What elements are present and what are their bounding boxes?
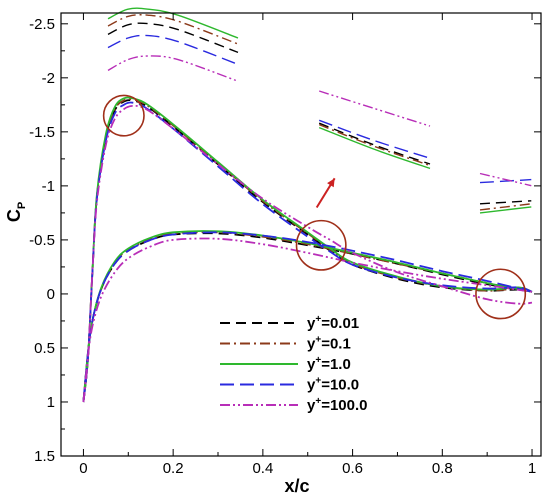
series-line-5-lower — [82, 237, 533, 403]
legend-label-5: y+=100.0 — [307, 396, 367, 414]
series-line-4-lower — [82, 231, 533, 403]
zoom-arrow-head — [327, 178, 335, 188]
y-tick-label: -2.5 — [29, 16, 55, 33]
y-tick-label: -1 — [42, 178, 55, 195]
svg-text:CP: CP — [4, 202, 28, 222]
y-tick-label: -1.5 — [29, 124, 55, 141]
trailing-edge-circle — [475, 268, 527, 320]
series-line-5-upper — [82, 104, 533, 403]
inset-line-5 — [107, 55, 239, 82]
legend-label-1: y+=0.01 — [307, 314, 359, 332]
inset-line-5 — [479, 172, 532, 187]
inset-line-3 — [479, 206, 532, 214]
legend-label-3: y+=1.0 — [307, 355, 351, 373]
y-axis-title: CP — [4, 202, 28, 222]
inset-line-4 — [318, 119, 431, 159]
x-tick-label: 0.8 — [432, 460, 453, 477]
y-tick-label: 0 — [47, 286, 55, 303]
inset-line-4 — [107, 34, 239, 66]
inset-line-3 — [318, 126, 431, 170]
y-tick-label: 1.5 — [34, 448, 55, 465]
inset-line-1 — [479, 200, 532, 205]
inset-line-2 — [318, 123, 431, 167]
series-line-1-upper — [82, 99, 533, 403]
y-tick-label: 0.5 — [34, 340, 55, 357]
plot-area — [82, 96, 533, 403]
inset-line-1 — [318, 122, 431, 165]
x-tick-label: 0.6 — [342, 460, 363, 477]
annotations — [102, 94, 527, 320]
legend: y+=0.01 y+=0.1 y+=1.0 y+=10.0 y+=100.0 — [220, 314, 367, 414]
series-line-3-lower — [82, 230, 533, 403]
x-tick-label: 1 — [528, 460, 536, 477]
trailing-edge-inset — [479, 172, 532, 214]
inset-line-3 — [107, 7, 239, 39]
inset-line-2 — [107, 14, 239, 45]
axes: 0 0.2 0.4 0.6 0.8 1 -2.5 -2 -1.5 -1 -0.5 0 0.5 1 1.5 — [29, 12, 542, 477]
inset-line-5 — [318, 90, 431, 127]
legend-label-2: y+=0.1 — [307, 335, 351, 353]
x-axis-title: x/c — [284, 476, 309, 496]
x-tick-label: 0.2 — [163, 460, 184, 477]
zoom-insets — [107, 7, 532, 214]
mid-chord-inset — [318, 90, 431, 170]
leading-edge-circle — [102, 94, 145, 137]
plot-frame — [60, 12, 542, 457]
y-tick-label: -2 — [42, 70, 55, 87]
y-tick-label: 1 — [47, 394, 55, 411]
y-axis-title-sub: P — [16, 202, 28, 209]
inset-line-4 — [479, 178, 532, 184]
leading-edge-inset — [107, 7, 239, 82]
y-tick-label: -0.5 — [29, 232, 55, 249]
legend-label-4: y+=10.0 — [307, 376, 359, 394]
y-axis-title-main: C — [4, 209, 24, 222]
x-tick-label: 0.4 — [252, 460, 273, 477]
inset-line-2 — [479, 203, 532, 211]
mid-chord-circle — [295, 219, 347, 271]
x-tick-label: 0 — [79, 460, 87, 477]
